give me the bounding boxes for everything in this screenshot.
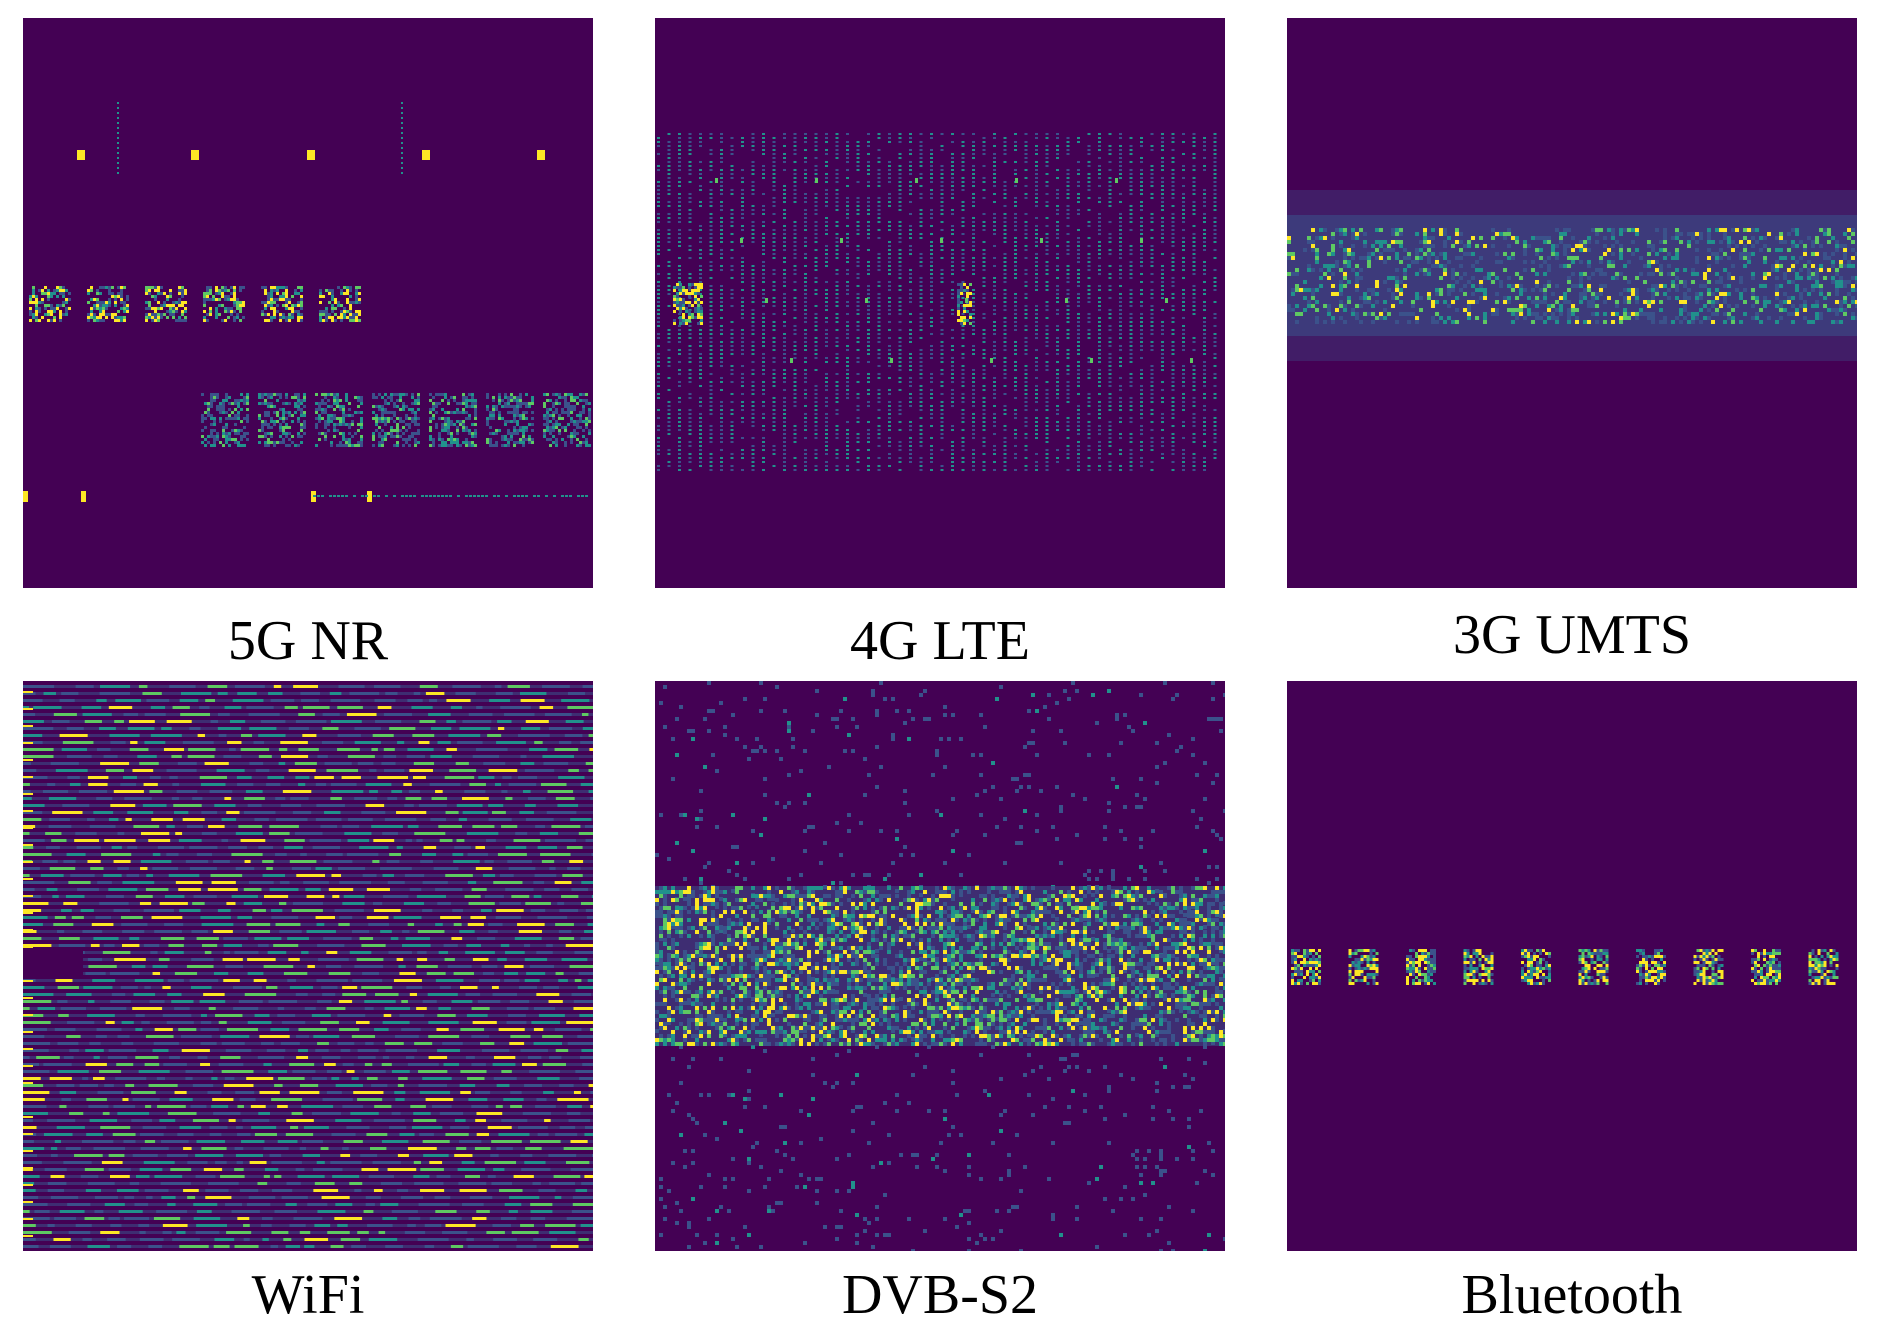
spectrogram-bluetooth: [1287, 681, 1857, 1251]
spectrogram-dvb-s2: [655, 681, 1225, 1251]
spectrogram-wifi-image: [23, 685, 593, 1248]
spectrogram-4g-lte: [655, 18, 1225, 588]
spectrogram-5g-nr-image: [23, 102, 591, 502]
spectrogram-wifi: [23, 681, 593, 1251]
spectrogram-3g-umts: [1287, 18, 1857, 588]
caption-5g-nr: 5G NR: [227, 610, 389, 672]
spectrogram-4g-lte-image: [657, 133, 1217, 471]
spectrogram-5g-nr: [23, 18, 593, 588]
spectrogram-3g-umts-image: [1287, 190, 1857, 361]
caption-4g-lte: 4G LTE: [850, 610, 1030, 672]
spectrogram-bluetooth-image: [1291, 949, 1839, 985]
caption-wifi: WiFi: [251, 1264, 365, 1326]
spectrogram-dvb-s2-image: [655, 681, 1225, 1251]
caption-3g-umts: 3G UMTS: [1452, 604, 1692, 666]
caption-bluetooth: Bluetooth: [1461, 1264, 1683, 1326]
caption-dvb-s2: DVB-S2: [841, 1264, 1039, 1326]
